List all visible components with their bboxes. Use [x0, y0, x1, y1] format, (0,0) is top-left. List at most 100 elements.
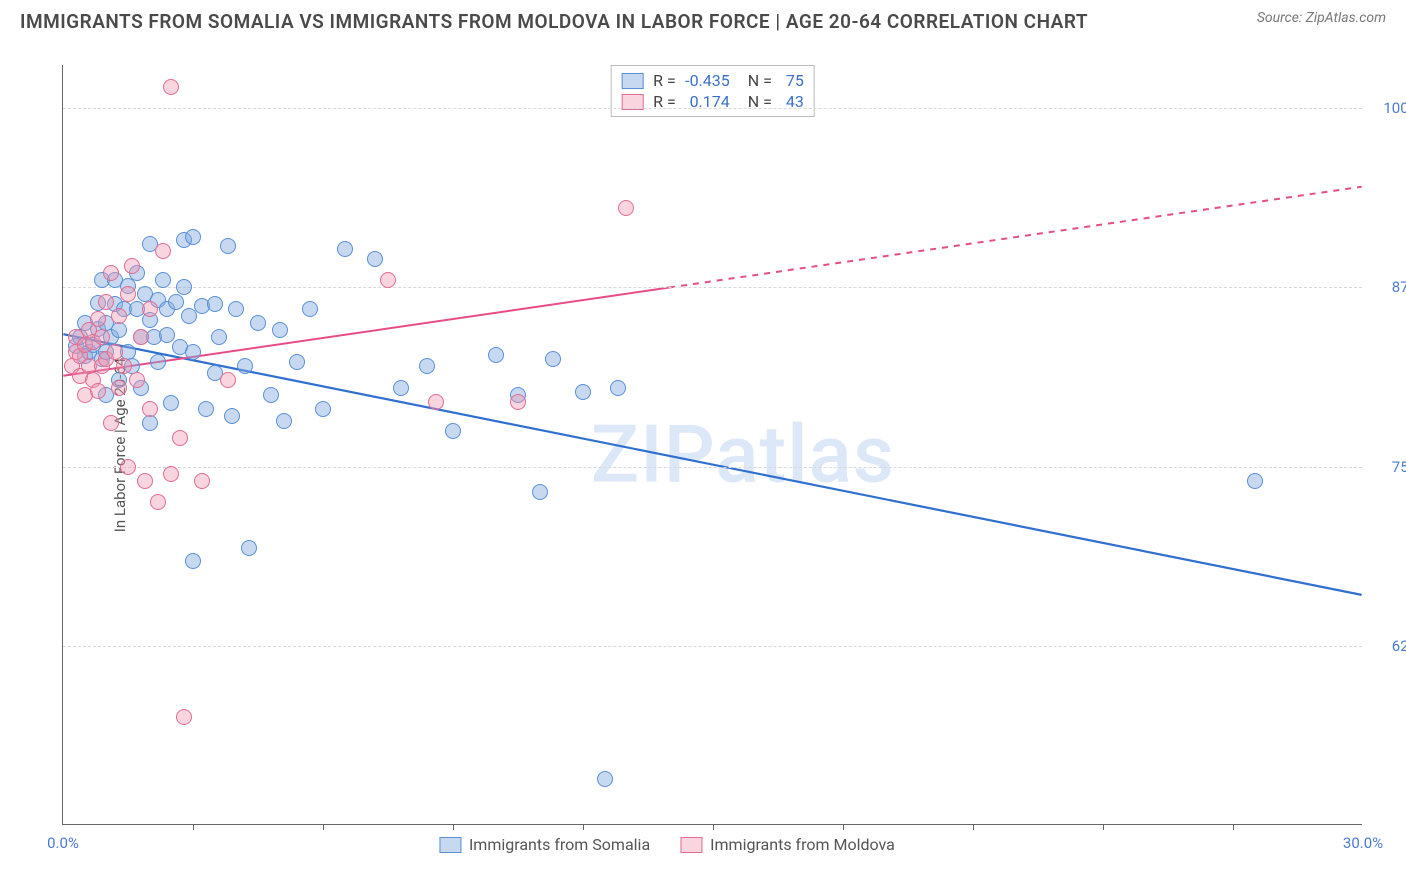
scatter-point — [545, 351, 561, 367]
legend-series-item: Immigrants from Somalia — [439, 835, 650, 854]
scatter-point — [159, 327, 175, 343]
plot-area: In Labor Force | Age 20-64 ZIPatlas R = … — [62, 65, 1362, 825]
scatter-point — [220, 372, 236, 388]
trend-line-dashed — [669, 187, 1361, 288]
x-tick-mark — [323, 824, 324, 830]
gridline-h — [63, 108, 1362, 109]
legend-stat-row: R = -0.435 N = 75 — [621, 70, 804, 91]
legend-series-item: Immigrants from Moldova — [680, 835, 895, 854]
x-tick-mark — [193, 824, 194, 830]
series-legend: Immigrants from Somalia Immigrants from M… — [439, 835, 895, 854]
scatter-point — [224, 408, 240, 424]
scatter-point — [263, 387, 279, 403]
y-tick-label: 75.0% — [1372, 458, 1406, 476]
scatter-point — [488, 347, 504, 363]
scatter-point — [250, 315, 266, 331]
scatter-point — [150, 494, 166, 510]
x-tick-label: 0.0% — [47, 834, 79, 852]
scatter-point — [207, 296, 223, 312]
scatter-point — [393, 380, 409, 396]
scatter-point — [172, 430, 188, 446]
scatter-point — [380, 272, 396, 288]
scatter-point — [302, 301, 318, 317]
scatter-point — [1247, 473, 1263, 489]
scatter-point — [163, 395, 179, 411]
x-tick-mark — [713, 824, 714, 830]
scatter-point — [168, 294, 184, 310]
y-tick-label: 87.5% — [1372, 278, 1406, 296]
scatter-point — [163, 79, 179, 95]
scatter-point — [337, 241, 353, 257]
scatter-point — [276, 413, 292, 429]
gridline-h — [63, 646, 1362, 647]
scatter-point — [532, 484, 548, 500]
x-tick-mark — [583, 824, 584, 830]
scatter-point — [120, 459, 136, 475]
scatter-point — [120, 286, 136, 302]
scatter-point — [98, 294, 114, 310]
legend-swatch-icon — [621, 73, 643, 89]
legend-swatch-icon — [680, 837, 702, 853]
scatter-point — [155, 243, 171, 259]
x-tick-label: 30.0% — [1343, 834, 1383, 852]
chart-title: IMMIGRANTS FROM SOMALIA VS IMMIGRANTS FR… — [20, 10, 1088, 33]
scatter-point — [116, 358, 132, 374]
scatter-point — [94, 329, 110, 345]
scatter-point — [129, 372, 145, 388]
x-tick-mark — [973, 824, 974, 830]
scatter-point — [90, 311, 106, 327]
scatter-point — [575, 384, 591, 400]
gridline-h — [63, 287, 1362, 288]
scatter-point — [194, 473, 210, 489]
x-tick-mark — [1233, 824, 1234, 830]
scatter-point — [445, 423, 461, 439]
scatter-point — [211, 329, 227, 345]
correlation-legend: R = -0.435 N = 75R = 0.174 N = 43 — [610, 65, 815, 117]
scatter-point — [428, 394, 444, 410]
scatter-point — [220, 238, 236, 254]
scatter-point — [150, 354, 166, 370]
scatter-point — [133, 329, 149, 345]
scatter-point — [367, 251, 383, 267]
gridline-h — [63, 467, 1362, 468]
scatter-point — [142, 301, 158, 317]
scatter-point — [610, 380, 626, 396]
scatter-point — [597, 771, 613, 787]
scatter-point — [111, 322, 127, 338]
scatter-point — [176, 279, 192, 295]
legend-series-label: Immigrants from Somalia — [469, 835, 650, 854]
chart-container: In Labor Force | Age 20-64 ZIPatlas R = … — [42, 45, 1382, 845]
scatter-point — [198, 401, 214, 417]
scatter-point — [272, 322, 288, 338]
scatter-point — [176, 709, 192, 725]
scatter-point — [142, 415, 158, 431]
scatter-point — [107, 344, 123, 360]
scatter-point — [419, 358, 435, 374]
scatter-point — [111, 308, 127, 324]
source-attribution: Source: ZipAtlas.com — [1257, 10, 1386, 26]
scatter-point — [510, 394, 526, 410]
scatter-point — [618, 200, 634, 216]
scatter-point — [228, 301, 244, 317]
scatter-point — [142, 401, 158, 417]
legend-r-label: R = -0.435 — [653, 71, 730, 90]
scatter-point — [103, 265, 119, 281]
scatter-point — [137, 473, 153, 489]
trend-line-solid — [63, 334, 1361, 595]
scatter-point — [241, 540, 257, 556]
scatter-point — [124, 258, 140, 274]
x-tick-mark — [843, 824, 844, 830]
scatter-point — [185, 229, 201, 245]
legend-n-value: 75 — [776, 71, 804, 90]
x-tick-mark — [1103, 824, 1104, 830]
scatter-point — [237, 358, 253, 374]
scatter-point — [103, 415, 119, 431]
trend-lines-svg — [63, 65, 1362, 824]
legend-r-value: -0.435 — [680, 71, 730, 90]
x-tick-mark — [453, 824, 454, 830]
scatter-point — [111, 380, 127, 396]
scatter-point — [163, 466, 179, 482]
y-tick-label: 62.5% — [1372, 637, 1406, 655]
y-tick-label: 100.0% — [1372, 99, 1406, 117]
scatter-point — [185, 553, 201, 569]
